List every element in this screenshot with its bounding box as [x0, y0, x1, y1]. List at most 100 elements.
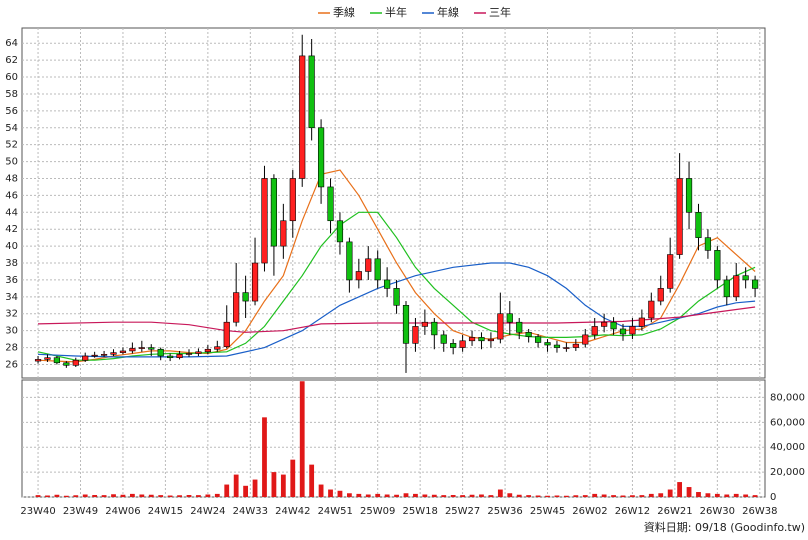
volume-bar	[403, 493, 409, 497]
volume-bar	[592, 493, 598, 497]
volume-bar	[101, 495, 107, 497]
volume-bar	[394, 494, 399, 497]
volume-bar	[441, 495, 447, 497]
candle-body	[525, 332, 532, 337]
candle-body	[733, 275, 740, 298]
volume-bar	[233, 474, 239, 497]
volume-bar	[724, 494, 730, 497]
volume-bar	[384, 494, 390, 497]
candle-body	[308, 55, 315, 129]
candle-body	[261, 178, 268, 264]
candle-body	[176, 354, 183, 359]
volume-bar	[696, 492, 701, 497]
volume-bar	[205, 494, 211, 497]
x-tick-label: 24W42	[275, 506, 310, 517]
volume-bar	[611, 495, 616, 497]
candle-body	[553, 344, 561, 348]
candle-body	[355, 271, 362, 281]
legend-label: 年線	[437, 5, 459, 19]
ma-line	[37, 262, 756, 358]
volume-bar	[422, 494, 428, 497]
candle-body	[72, 359, 79, 366]
volume-bar	[677, 482, 683, 497]
volume-bar	[620, 495, 626, 497]
legend-label: 三年	[489, 5, 511, 19]
volume-bar	[582, 495, 588, 497]
y-tick-label: 20,000	[770, 467, 805, 478]
volume-bar	[299, 381, 305, 497]
y-tick-label: 32	[5, 309, 18, 320]
candle-body	[534, 336, 542, 343]
candle-body	[195, 351, 202, 354]
candle-body	[299, 55, 306, 179]
candle-body	[695, 211, 702, 238]
volume-bar	[554, 495, 560, 497]
y-tick-label: 52	[5, 140, 18, 151]
volume-bar	[601, 494, 607, 497]
candle-body	[185, 353, 193, 355]
candle-body	[582, 334, 589, 345]
volume-bar	[252, 479, 258, 497]
volume-bar	[460, 495, 466, 497]
candle-body	[317, 127, 325, 188]
candle-body	[223, 321, 230, 348]
candle-body	[657, 288, 664, 302]
volume-bar	[658, 493, 664, 497]
volume-bar	[158, 495, 164, 497]
volume-bar	[545, 495, 550, 497]
y-tick-label: 0	[770, 492, 776, 503]
volume-bar	[129, 493, 135, 497]
x-tick-label: 25W18	[402, 506, 437, 517]
y-tick-label: 28	[5, 343, 18, 354]
y-tick-label: 36	[5, 275, 18, 286]
candle-body	[204, 348, 211, 353]
candle-body	[638, 317, 645, 327]
y-tick-label: 40,000	[770, 442, 805, 453]
candle-body	[704, 237, 712, 251]
volume-bar	[271, 472, 277, 497]
x-tick-label: 25W45	[530, 506, 565, 517]
volume-bar	[526, 495, 532, 497]
candle-body	[572, 343, 579, 348]
y-tick-label: 48	[5, 173, 18, 184]
candle-body	[63, 362, 70, 366]
price-frame	[21, 27, 766, 379]
candle-body	[619, 328, 627, 335]
candle-body	[336, 220, 344, 243]
volume-bar	[148, 494, 154, 497]
volume-bar	[318, 484, 324, 497]
x-tick-label: 25W27	[445, 506, 480, 517]
volume-bar	[63, 495, 69, 497]
volume-bar	[92, 495, 98, 497]
x-tick-label: 23W40	[20, 506, 55, 517]
candle-body	[34, 359, 42, 362]
candle-body	[421, 321, 428, 327]
volume-bar	[413, 493, 418, 497]
volume-bar	[743, 494, 749, 497]
volume-bar	[535, 495, 541, 497]
volume-bar	[516, 494, 522, 497]
footer: 資料日期: 09/18 (Goodinfo.tw)	[644, 520, 805, 534]
volume-bar	[563, 495, 569, 497]
candle-body	[478, 337, 485, 342]
volume-bar	[45, 495, 50, 497]
volume-bar	[639, 495, 645, 497]
candle-body	[214, 346, 221, 350]
y-tick-label: 38	[5, 258, 18, 269]
volume-bar	[120, 494, 126, 497]
candle-body	[374, 258, 381, 281]
x-tick-label: 26W12	[615, 506, 650, 517]
y-tick-label: 50	[5, 157, 18, 168]
candle-body	[610, 321, 617, 330]
candle-body	[129, 348, 136, 352]
candle-body	[742, 275, 749, 281]
volume-bar	[365, 494, 371, 497]
candle-body	[393, 288, 400, 306]
candle-body	[648, 300, 655, 319]
x-tick-label: 26W02	[572, 506, 607, 517]
volume-bar	[507, 493, 513, 497]
y-tick-label: 40	[5, 241, 18, 252]
candle-body	[450, 343, 457, 348]
volume-bar	[686, 487, 692, 497]
